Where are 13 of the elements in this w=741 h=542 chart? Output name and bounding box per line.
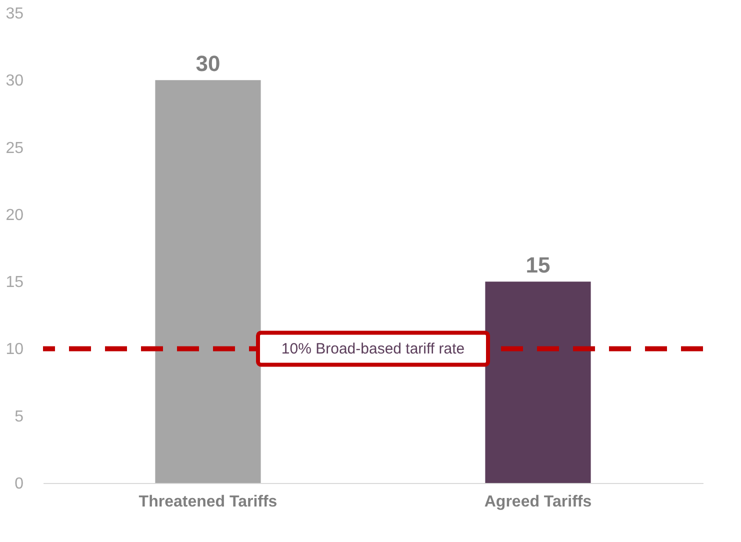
y-tick-label: 15: [6, 274, 24, 292]
y-tick-label: 25: [6, 140, 24, 157]
y-tick-label: 5: [14, 408, 24, 426]
y-tick-label: 35: [6, 6, 24, 22]
y-tick-label: 10: [6, 341, 24, 358]
x-tick-label: Threatened Tariffs: [138, 494, 278, 510]
x-tick-label: Agreed Tariffs: [484, 494, 592, 510]
y-tick-label: 0: [14, 476, 24, 492]
ref-line-label: 10% Broad-based tariff rate: [281, 340, 465, 358]
y-tick-label: 30: [6, 72, 24, 90]
y-tick-label: 20: [6, 206, 24, 224]
data-label: 30: [196, 51, 220, 76]
data-label: 15: [526, 252, 550, 278]
